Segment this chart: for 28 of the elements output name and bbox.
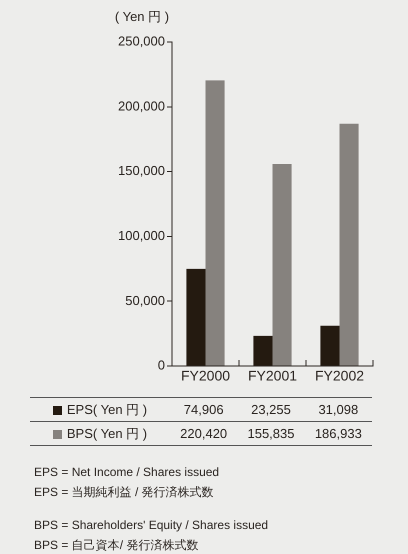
data-label: 186,933 [304,422,372,446]
bar [320,326,340,366]
y-axis-title: ( Yen 円 ) [114,8,170,26]
data-label: 31,098 [304,398,372,422]
bar [340,124,359,366]
bar [253,336,272,366]
legend-label: BPS( Yen 円 ) [66,426,148,440]
bar [186,268,206,366]
y-tick-label: 200,000 [118,98,165,114]
text: EPS = 当期純利益 / 発行済株式数 [34,484,215,501]
data-label: 74,906 [170,398,238,422]
y-tick-label: 250,000 [118,34,165,49]
y-tick-label: 0 [158,358,165,373]
text: BPS = Shareholders' Equity / Shares issued [34,517,268,534]
data-label: 23,255 [237,398,305,422]
y-tick-label: 150,000 [118,163,165,178]
y-tick-label: 50,000 [125,292,165,308]
bar [206,80,225,366]
legend-label: EPS( Yen 円 ) [66,402,148,416]
x-tick-label: FY2001 [248,367,298,384]
bar [272,164,292,366]
data-label: 220,420 [170,422,238,446]
data-label: 155,835 [237,422,305,446]
text: EPS = Net Income / Shares issued [34,464,220,481]
x-tick-label: FY2002 [314,367,364,384]
x-tick-label: FY2000 [180,367,230,384]
text: BPS = 自己資本/ 発行済株式数 [34,537,200,554]
y-tick-label: 100,000 [118,228,165,243]
